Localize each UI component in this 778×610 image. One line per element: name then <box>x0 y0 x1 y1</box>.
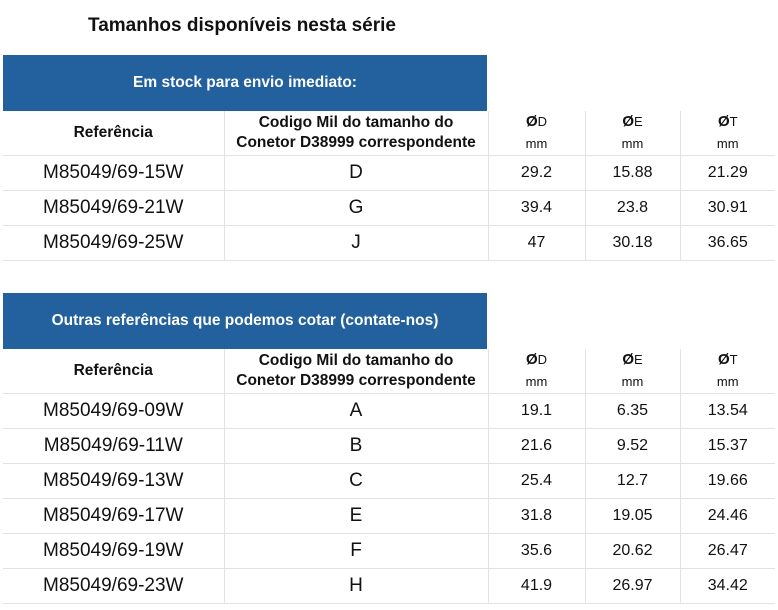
unit-label: mm <box>716 374 739 389</box>
diameter-d-cell: 35.6 <box>488 533 586 569</box>
table-row: M85049/69-11W B 21.6 9.52 15.37 <box>3 428 775 464</box>
reference-cell: M85049/69-15W <box>3 155 225 191</box>
header-d-label: D <box>537 114 548 129</box>
reference-cell: M85049/69-09W <box>3 393 225 429</box>
table-row: M85049/69-09W A 19.1 6.35 13.54 <box>3 393 775 429</box>
diameter-d-cell: 19.1 <box>488 393 586 429</box>
header-mil-code-line2: Conetor D38999 correspondente <box>236 372 476 389</box>
unit-label: mm <box>525 374 548 389</box>
reference-cell: M85049/69-25W <box>3 225 225 261</box>
diameter-e-cell: 26.97 <box>585 568 681 604</box>
header-mil-code-line2: Conetor D38999 correspondente <box>236 134 476 151</box>
diameter-symbol: Ø <box>525 351 538 368</box>
header-mil-code-line1: Codigo Mil do tamanho do <box>258 114 454 131</box>
table-row: M85049/69-25W J 47 30.18 36.65 <box>3 225 775 261</box>
header-diameter-d: ØD mm <box>488 349 586 394</box>
unit-label: mm <box>621 374 644 389</box>
header-mil-code: Codigo Mil do tamanho do Conetor D38999 c… <box>224 349 489 394</box>
diameter-t-cell: 15.37 <box>680 428 775 464</box>
reference-cell: M85049/69-21W <box>3 190 225 226</box>
reference-cell: M85049/69-23W <box>3 568 225 604</box>
diameter-e-cell: 9.52 <box>585 428 681 464</box>
mil-code-cell: D <box>224 155 489 191</box>
unit-label: mm <box>525 136 548 151</box>
diameter-e-cell: 23.8 <box>585 190 681 226</box>
header-e-label: E <box>634 114 643 129</box>
mil-code-cell: A <box>224 393 489 429</box>
header-reference: Referência <box>3 349 225 394</box>
reference-cell: M85049/69-19W <box>3 533 225 569</box>
table-row: M85049/69-23W H 41.9 26.97 34.42 <box>3 568 775 604</box>
reference-cell: M85049/69-13W <box>3 463 225 499</box>
header-t-label: T <box>729 114 738 129</box>
header-diameter-d: ØD mm <box>488 111 586 156</box>
diameter-t-cell: 26.47 <box>680 533 775 569</box>
mil-code-cell: E <box>224 498 489 534</box>
diameter-e-cell: 15.88 <box>585 155 681 191</box>
page-title: Tamanhos disponíveis nesta série <box>88 15 396 36</box>
mil-code-cell: F <box>224 533 489 569</box>
table-header-row: Referência Codigo Mil do tamanho do Conet… <box>3 111 775 156</box>
mil-code-cell: H <box>224 568 489 604</box>
diameter-t-cell: 36.65 <box>680 225 775 261</box>
diameter-t-cell: 19.66 <box>680 463 775 499</box>
diameter-symbol: Ø <box>622 351 634 368</box>
header-reference: Referência <box>3 111 225 156</box>
diameter-t-cell: 24.46 <box>680 498 775 534</box>
diameter-t-cell: 30.91 <box>680 190 775 226</box>
table-header-row: Referência Codigo Mil do tamanho do Conet… <box>3 349 775 394</box>
table-row: M85049/69-21W G 39.4 23.8 30.91 <box>3 190 775 226</box>
diameter-d-cell: 25.4 <box>488 463 586 499</box>
diameter-e-cell: 30.18 <box>585 225 681 261</box>
mil-code-cell: G <box>224 190 489 226</box>
diameter-symbol: Ø <box>717 113 730 130</box>
diameter-symbol: Ø <box>717 351 730 368</box>
sizes-table: Referência Codigo Mil do tamanho do Conet… <box>3 349 775 604</box>
header-diameter-t: ØT mm <box>680 111 775 156</box>
section-banner: Outras referências que podemos cotar (co… <box>3 293 487 349</box>
diameter-t-cell: 13.54 <box>680 393 775 429</box>
diameter-d-cell: 31.8 <box>488 498 586 534</box>
diameter-e-cell: 12.7 <box>585 463 681 499</box>
reference-cell: M85049/69-11W <box>3 428 225 464</box>
sizes-table: Referência Codigo Mil do tamanho do Conet… <box>3 111 775 261</box>
header-mil-code-line1: Codigo Mil do tamanho do <box>258 352 454 369</box>
header-e-label: E <box>634 352 643 367</box>
unit-label: mm <box>716 136 739 151</box>
header-t-label: T <box>729 352 738 367</box>
diameter-e-cell: 19.05 <box>585 498 681 534</box>
diameter-d-cell: 47 <box>488 225 586 261</box>
diameter-t-cell: 34.42 <box>680 568 775 604</box>
diameter-symbol: Ø <box>622 113 634 130</box>
diameter-symbol: Ø <box>525 113 538 130</box>
table-row: M85049/69-15W D 29.2 15.88 21.29 <box>3 155 775 191</box>
mil-code-cell: J <box>224 225 489 261</box>
diameter-d-cell: 39.4 <box>488 190 586 226</box>
header-diameter-t: ØT mm <box>680 349 775 394</box>
mil-code-cell: C <box>224 463 489 499</box>
header-diameter-e: ØE mm <box>585 349 681 394</box>
unit-label: mm <box>621 136 644 151</box>
diameter-d-cell: 21.6 <box>488 428 586 464</box>
diameter-d-cell: 29.2 <box>488 155 586 191</box>
table-row: M85049/69-13W C 25.4 12.7 19.66 <box>3 463 775 499</box>
table-row: M85049/69-17W E 31.8 19.05 24.46 <box>3 498 775 534</box>
section-banner: Em stock para envio imediato: <box>3 55 487 111</box>
diameter-e-cell: 20.62 <box>585 533 681 569</box>
header-d-label: D <box>537 352 548 367</box>
table-row: M85049/69-19W F 35.6 20.62 26.47 <box>3 533 775 569</box>
diameter-t-cell: 21.29 <box>680 155 775 191</box>
diameter-e-cell: 6.35 <box>585 393 681 429</box>
reference-cell: M85049/69-17W <box>3 498 225 534</box>
header-diameter-e: ØE mm <box>585 111 681 156</box>
diameter-d-cell: 41.9 <box>488 568 586 604</box>
mil-code-cell: B <box>224 428 489 464</box>
header-mil-code: Codigo Mil do tamanho do Conetor D38999 c… <box>224 111 489 156</box>
